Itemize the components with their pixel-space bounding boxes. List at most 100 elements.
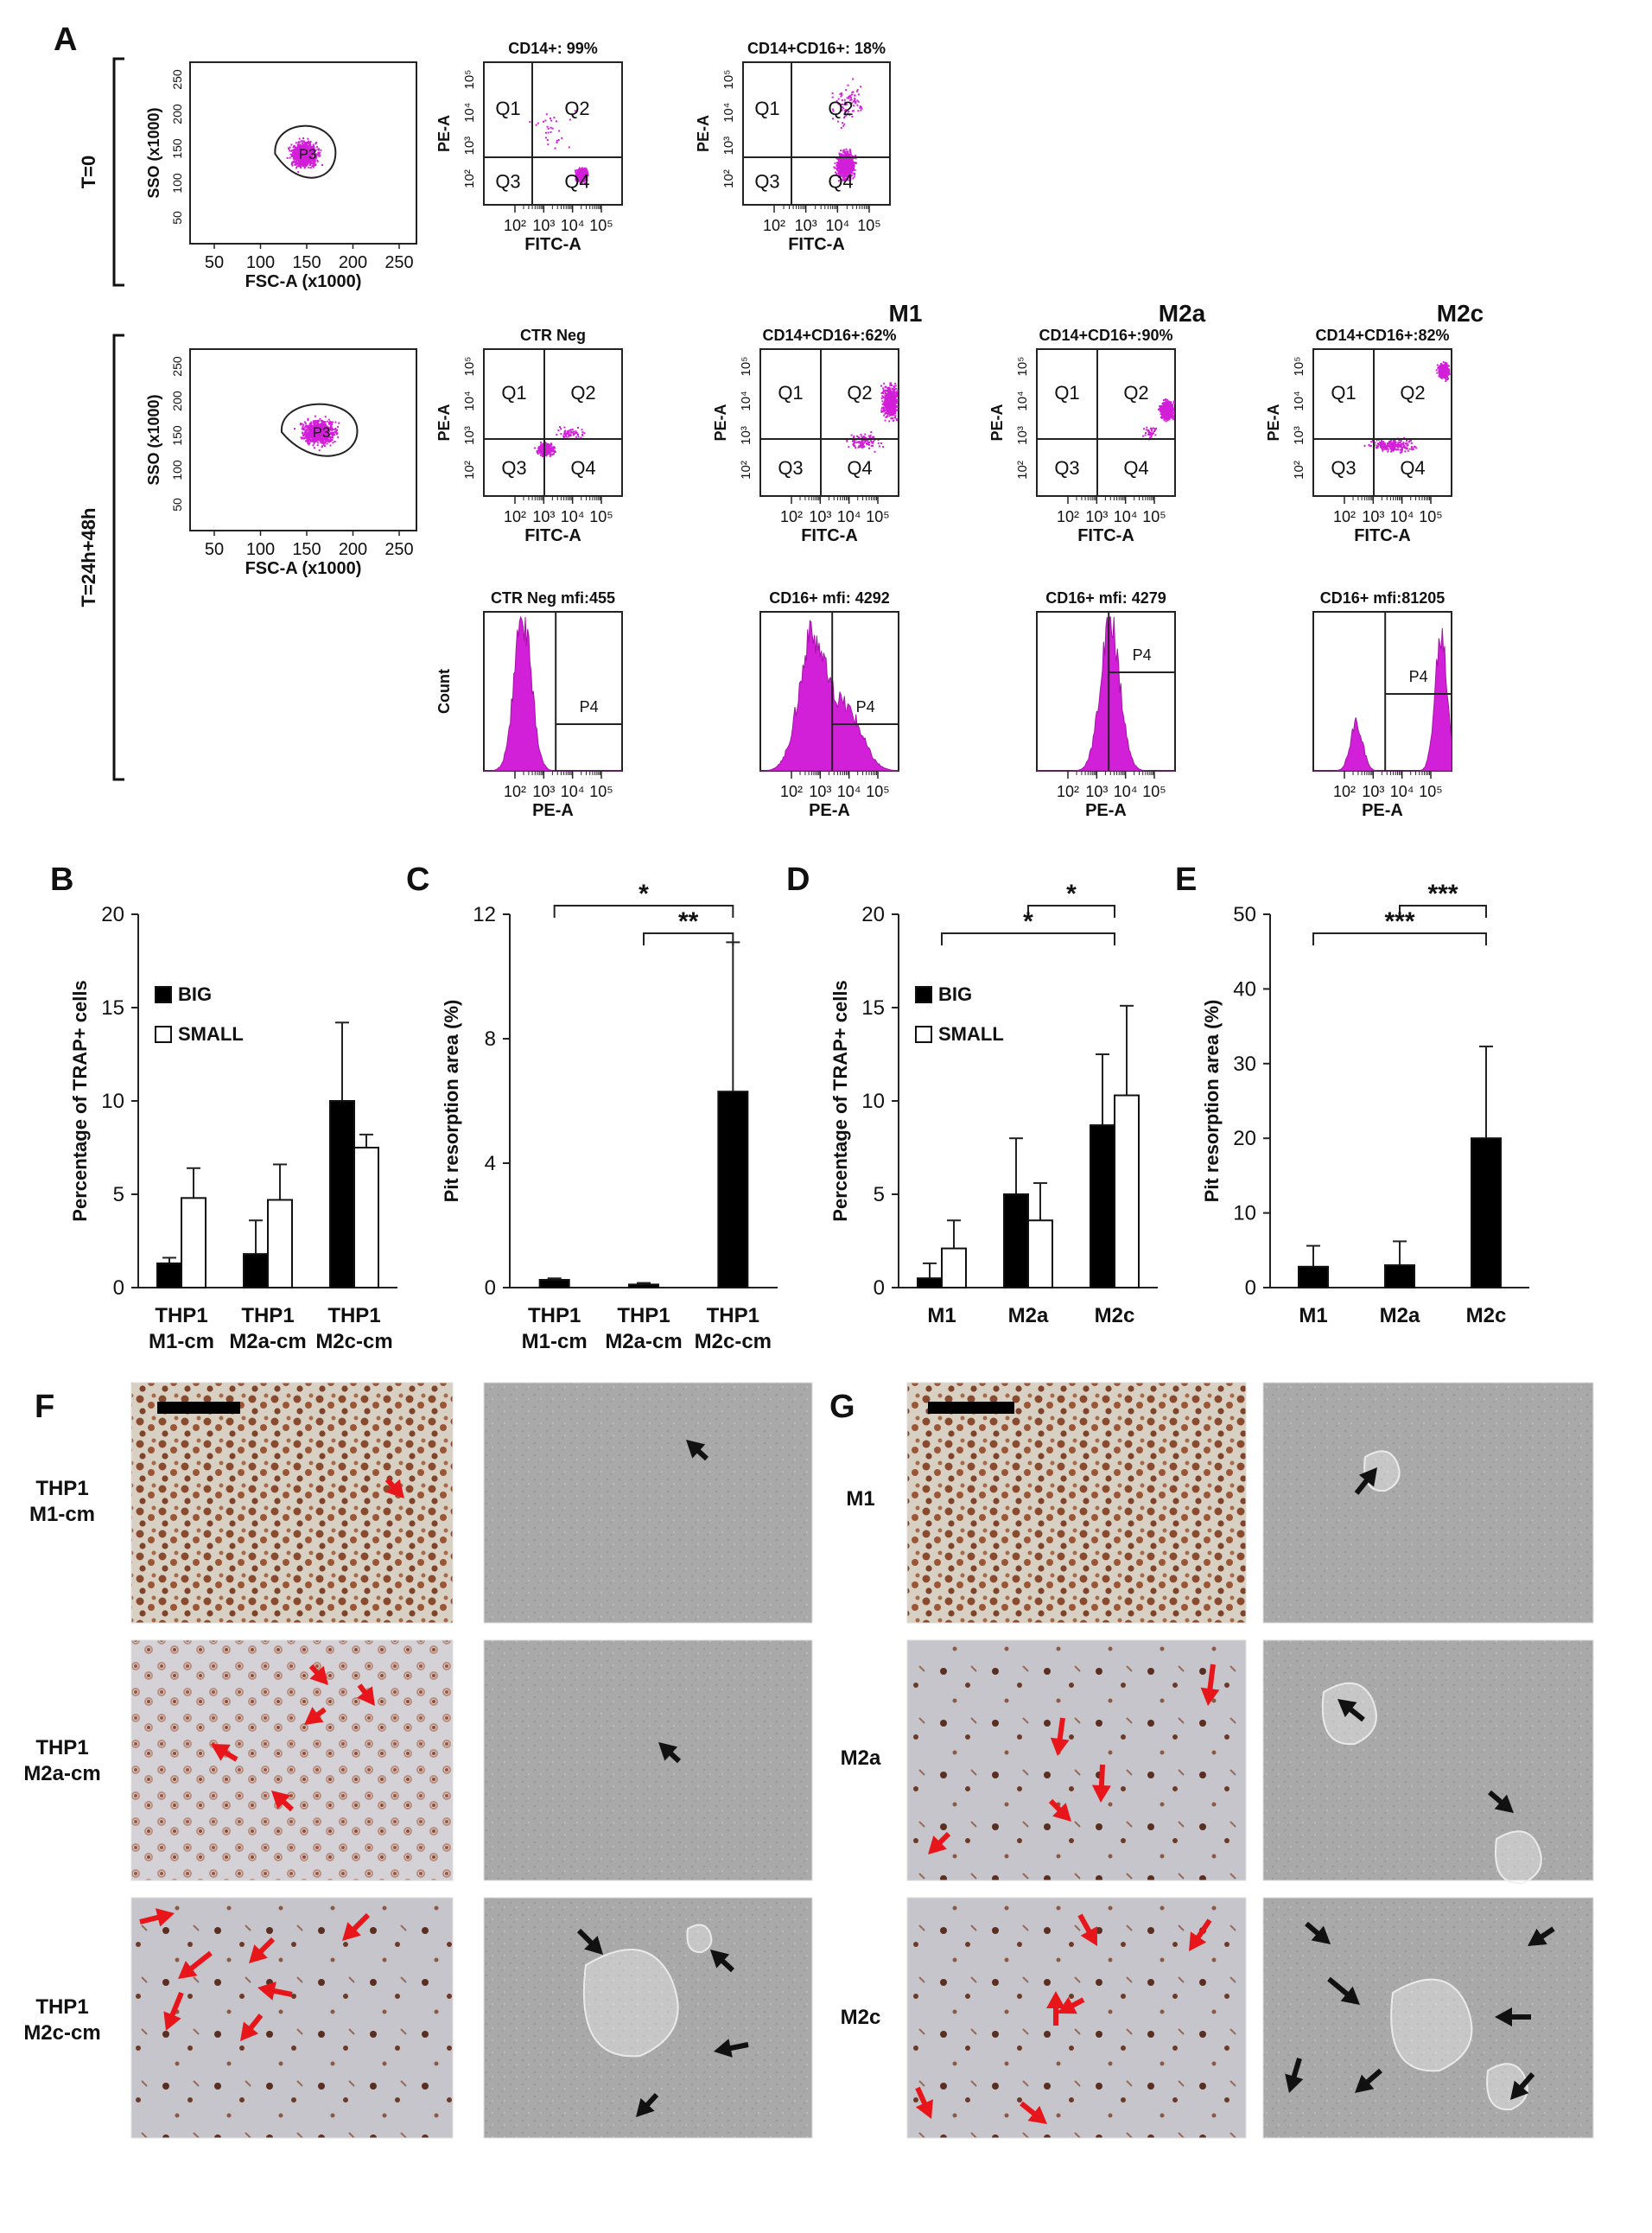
event-dot (314, 159, 316, 162)
event-dot (300, 436, 302, 439)
event-dot (894, 394, 897, 397)
event-dot (895, 400, 898, 402)
event-dot (585, 169, 588, 171)
group-header-M1: M1 (889, 300, 923, 327)
event-dot (304, 144, 307, 147)
y-tick-label: 200 (170, 104, 184, 124)
event-dot (311, 439, 314, 442)
y-tick-label: 150 (170, 425, 184, 446)
event-dot (315, 433, 318, 436)
event-dot (842, 161, 844, 163)
event-dot (311, 428, 314, 430)
event-dot (534, 447, 537, 449)
event-dot (840, 169, 842, 172)
event-dot (295, 162, 297, 165)
event-dot (896, 395, 899, 398)
event-dot (299, 141, 302, 143)
event-dot (324, 429, 327, 431)
event-dot (324, 428, 326, 430)
event-dot (849, 178, 852, 181)
event-dot (891, 393, 893, 396)
event-dot (882, 446, 884, 449)
event-dot (311, 437, 314, 440)
event-dot (889, 404, 892, 407)
event-dot (327, 429, 329, 432)
event-dot (550, 442, 552, 445)
y-tick-label: 10² (721, 169, 736, 188)
event-dot (317, 430, 320, 433)
event-dot (893, 399, 896, 402)
event-dot (578, 167, 581, 169)
event-dot (326, 435, 328, 437)
event-dot (847, 158, 849, 161)
x-tick-label: 100 (246, 253, 275, 272)
event-dot (847, 172, 849, 174)
event-dot (313, 146, 315, 149)
event-dot (841, 165, 843, 168)
event-dot (313, 438, 315, 441)
event-dot (327, 430, 330, 433)
event-dot (867, 440, 869, 442)
event-dot (316, 433, 319, 435)
event-dot (325, 429, 327, 432)
event-dot (885, 417, 887, 418)
row-label: T=0 (78, 156, 99, 189)
event-dot (880, 385, 882, 387)
plot-frame (483, 61, 623, 206)
event-dot (564, 429, 567, 432)
event-dot (847, 155, 849, 157)
event-dot (304, 429, 306, 431)
event-dot (844, 169, 847, 172)
event-dot (568, 146, 570, 149)
event-dot (886, 397, 888, 399)
event-dot (535, 124, 537, 126)
y-tick-label: 150 (170, 138, 184, 159)
event-dot (306, 433, 308, 436)
event-dot (307, 432, 309, 435)
event-dot (315, 436, 317, 439)
event-dot (295, 150, 298, 153)
event-dot (301, 423, 303, 425)
event-dot (537, 447, 540, 449)
event-dot (312, 159, 315, 162)
event-dot (864, 433, 867, 436)
event-dot (890, 406, 893, 409)
log-tick-label: 10⁴ (825, 217, 849, 234)
event-dot (586, 175, 588, 178)
event-dot (295, 142, 297, 144)
event-dot (305, 158, 308, 161)
event-dot (314, 150, 316, 152)
event-dot (568, 431, 570, 434)
event-dot (334, 434, 336, 436)
event-dot (314, 432, 316, 435)
event-dot (850, 97, 853, 99)
y-tick-label: 250 (170, 69, 184, 90)
event-dot (855, 102, 857, 105)
event-dot (316, 154, 319, 156)
event-dot (861, 442, 863, 445)
event-dot (569, 118, 571, 121)
log-tick-label: 10³ (795, 217, 817, 234)
event-dot (860, 86, 862, 88)
event-dot (310, 156, 312, 159)
event-dot (883, 414, 886, 417)
event-dot (833, 166, 836, 169)
y-tick-label: 10² (462, 461, 477, 480)
event-dot (845, 174, 848, 176)
event-dot (847, 178, 849, 180)
event-dot (574, 169, 576, 172)
event-dot (579, 173, 581, 175)
event-dot (546, 125, 549, 128)
event-dot (553, 117, 556, 119)
event-dot (330, 428, 333, 430)
event-dot (324, 445, 327, 448)
event-dot (890, 403, 893, 405)
event-dot (573, 430, 575, 433)
event-dot (565, 433, 568, 436)
plot-frame (483, 348, 623, 497)
event-dot (852, 177, 855, 180)
event-dot (309, 152, 312, 155)
event-dot (326, 428, 328, 430)
event-dot (309, 429, 311, 432)
